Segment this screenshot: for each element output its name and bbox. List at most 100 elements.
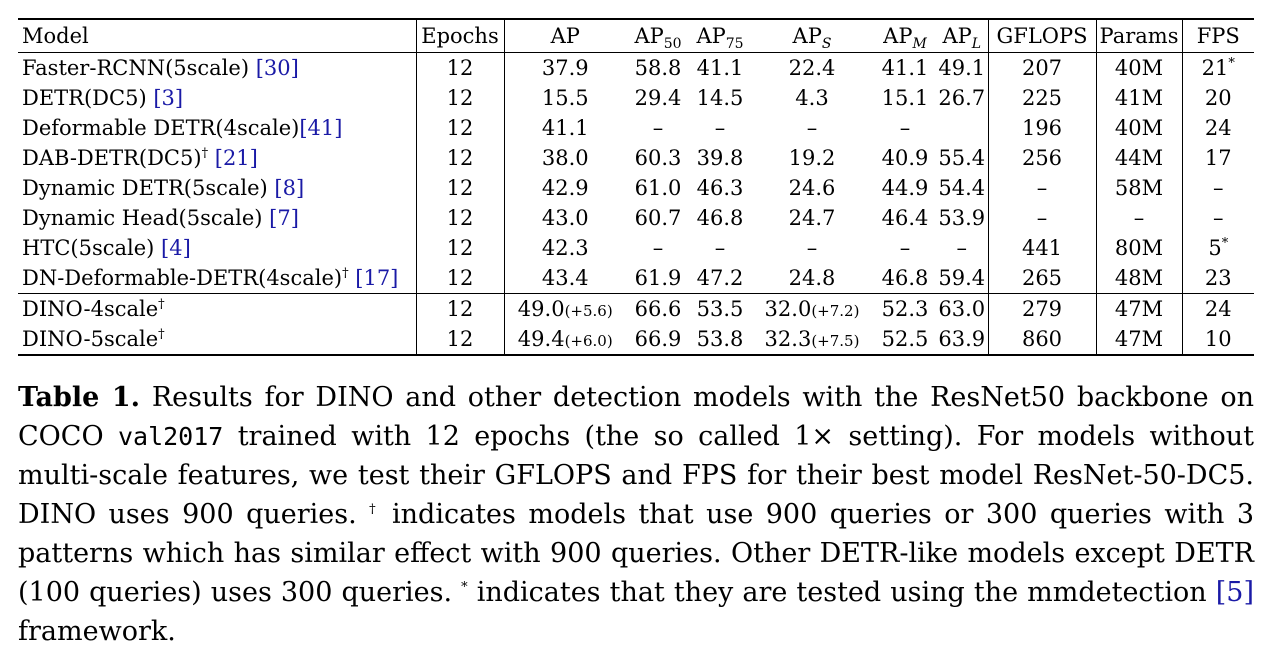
- citation-link[interactable]: [8]: [274, 175, 305, 200]
- table-row-dino: DINO-4scale† 12 49.0(+5.6) 66.6 53.5 32.0(+7.…: [18, 293, 1254, 324]
- header-fps: FPS: [1196, 23, 1240, 48]
- fps-cell: 24: [1204, 296, 1232, 321]
- params-cell: 40M: [1096, 52, 1183, 83]
- gflops-cell: 265: [988, 263, 1097, 294]
- apm-cell: 52.3: [881, 296, 929, 321]
- model-name-cell: HTC(5scale) [4]: [18, 233, 417, 263]
- fps-value: 20: [1204, 85, 1232, 110]
- ap50-cell: 58.8: [634, 55, 682, 80]
- model-name: Deformable DETR(4scale): [22, 115, 300, 140]
- caption-text-5: framework.: [18, 616, 176, 647]
- header-ap75: AP75: [696, 23, 744, 52]
- aps-cell: –: [806, 115, 818, 140]
- table-header-row: Model Epochs AP AP50 AP75 APS APM APL GF…: [18, 19, 1254, 53]
- ap75-cell: 47.2: [696, 265, 744, 290]
- apm-cell: 40.9: [881, 145, 929, 170]
- ap50-cell: 61.0: [634, 175, 682, 200]
- ap50-cell: 66.9: [634, 326, 682, 351]
- citation-link[interactable]: [21]: [214, 145, 258, 170]
- caption-citation-link[interactable]: [5]: [1215, 577, 1254, 608]
- apl-cell: 55.4: [936, 143, 989, 173]
- header-ap: AP: [550, 23, 580, 48]
- table-row: Dynamic Head(5scale) [7] 12 43.0 60.7 46.8 24…: [18, 203, 1254, 233]
- gflops-cell: 196: [988, 113, 1097, 143]
- gflops-cell: 279: [988, 293, 1097, 324]
- gflops-cell: –: [988, 203, 1097, 233]
- citation-link[interactable]: [3]: [153, 85, 184, 110]
- table-row: DAB-DETR(DC5)† [21] 12 38.0 60.3 39.8 19.2 40.…: [18, 143, 1254, 173]
- gflops-cell: 256: [988, 143, 1097, 173]
- params-cell: 40M: [1096, 113, 1183, 143]
- results-table: Model Epochs AP AP50 AP75 APS APM APL GF…: [18, 18, 1254, 356]
- aps-value: 32.0: [764, 296, 812, 321]
- aps-cell: 19.2: [788, 145, 836, 170]
- model-name: Dynamic Head(5scale): [22, 205, 270, 230]
- citation-link[interactable]: [7]: [269, 205, 299, 230]
- header-ap50: AP50: [634, 23, 682, 52]
- fps-cell: –: [1182, 173, 1254, 203]
- fps-value: –: [1213, 175, 1224, 200]
- ap75-cell: 14.5: [696, 85, 744, 110]
- params-cell: 44M: [1096, 143, 1183, 173]
- apl-cell: 26.7: [936, 83, 989, 113]
- model-name: DINO-5scale: [22, 326, 159, 351]
- apl-cell: –: [936, 233, 989, 263]
- results-table-container: Model Epochs AP AP50 AP75 APS APM APL GF…: [18, 18, 1254, 356]
- epochs-cell: 12: [416, 233, 505, 263]
- gflops-cell: –: [988, 173, 1097, 203]
- citation-link[interactable]: [4]: [161, 235, 191, 260]
- apm-cell: 46.8: [881, 265, 929, 290]
- caption-text-2: trained with 12 epochs (the so called 1×…: [18, 421, 1255, 530]
- epochs-cell: 12: [416, 324, 505, 355]
- citation-link[interactable]: [30]: [255, 55, 299, 80]
- fps-cell: 17: [1182, 143, 1254, 173]
- ap75-cell: 46.8: [696, 205, 744, 230]
- aps-cell: –: [806, 235, 818, 260]
- apl-cell: [936, 113, 989, 143]
- ap-cell: 43.0: [541, 205, 589, 230]
- dagger-mark: †: [158, 296, 165, 312]
- ap-cell: 42.9: [541, 175, 589, 200]
- table-row: Deformable DETR(4scale)[41] 12 41.1– – – –196…: [18, 113, 1254, 143]
- aps-value: 32.3: [764, 326, 812, 351]
- aps-cell: 24.8: [788, 265, 836, 290]
- apl-cell: 49.1: [936, 52, 989, 83]
- table-row: DN-Deformable-DETR(4scale)† [17] 12 43.4 61…: [18, 263, 1254, 294]
- fps-value: 5: [1208, 235, 1222, 260]
- model-name: Dynamic DETR(5scale): [22, 175, 275, 200]
- ap-gain: (+5.6): [564, 301, 613, 320]
- header-apm: APM: [883, 23, 927, 52]
- ap50-cell: –: [652, 115, 664, 140]
- ap50-cell: 61.9: [634, 265, 682, 290]
- citation-link[interactable]: [17]: [355, 265, 399, 290]
- caption-text-1: Results for DINO and other detection mod…: [18, 382, 1255, 452]
- fps-cell: 21*: [1182, 53, 1254, 84]
- apm-cell: –: [899, 235, 911, 260]
- model-name-cell: DETR(DC5) [3]: [18, 83, 417, 113]
- model-name-cell: Dynamic DETR(5scale) [8]: [18, 173, 417, 203]
- fps-value: 24: [1204, 115, 1232, 140]
- dagger-mark: †: [201, 145, 209, 161]
- header-apl: APL: [936, 19, 989, 53]
- params-cell: 80M: [1096, 233, 1183, 263]
- fps-cell: 5*: [1182, 233, 1254, 263]
- caption-dataset-split: val2017: [117, 422, 224, 451]
- ap-cell: 43.4: [541, 265, 589, 290]
- apm-cell: 15.1: [881, 85, 929, 110]
- model-name-cell: DAB-DETR(DC5)† [21]: [18, 143, 417, 173]
- ap75-cell: 46.3: [696, 175, 744, 200]
- apl-cell: 53.9: [936, 203, 989, 233]
- header-epochs: Epochs: [416, 19, 505, 53]
- gflops-cell: 225: [988, 83, 1097, 113]
- dagger-mark: †: [158, 326, 165, 342]
- aps-cell: 4.3: [795, 85, 829, 110]
- epochs-cell: 12: [416, 203, 505, 233]
- params-cell: 48M: [1096, 263, 1183, 294]
- table-row: HTC(5scale) [4] 12 42.3– – – – –441 80M 5*: [18, 233, 1254, 263]
- citation-link[interactable]: [41]: [299, 115, 343, 140]
- caption-star-mark: *: [461, 580, 468, 595]
- ap-value: 49.0: [517, 296, 565, 321]
- ap75-cell: 39.8: [696, 145, 744, 170]
- ap50-cell: 60.3: [634, 145, 682, 170]
- apm-cell: –: [899, 115, 911, 140]
